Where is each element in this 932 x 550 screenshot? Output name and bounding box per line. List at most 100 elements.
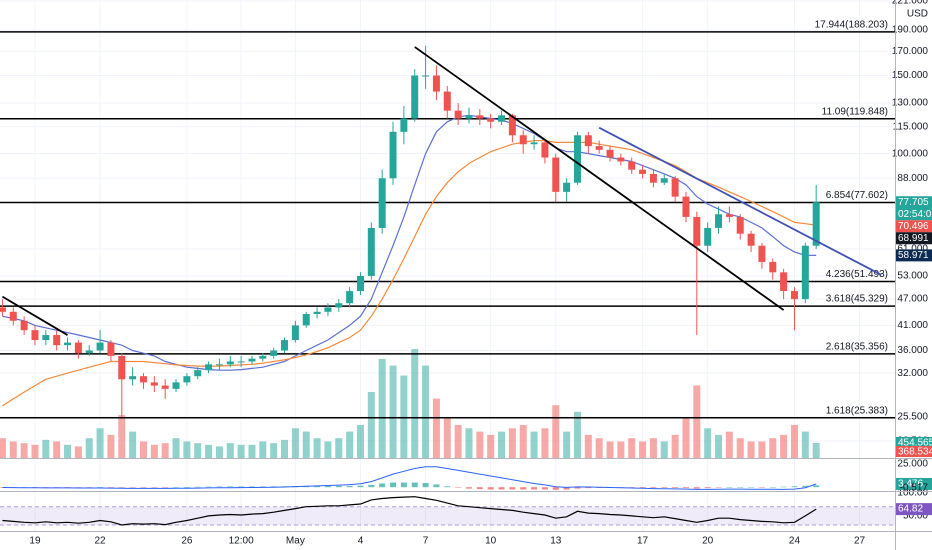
candle-body bbox=[639, 169, 647, 174]
y-tick-label: 47.000 bbox=[897, 294, 928, 305]
macd-tick-label: 25.000 bbox=[897, 459, 928, 470]
fib-label: 1.618(25.383) bbox=[826, 405, 888, 416]
y-tick-label: 190.000 bbox=[892, 25, 929, 36]
macd-histogram bbox=[97, 487, 104, 488]
moving-average bbox=[2, 114, 817, 371]
x-tick-label: 17 bbox=[637, 536, 649, 547]
rsi-line bbox=[2, 496, 817, 526]
volume-bar bbox=[215, 446, 223, 458]
tag-label: 454.565K bbox=[898, 438, 932, 449]
price-tag: 64.82 bbox=[896, 503, 932, 516]
tag-label: 3.476 bbox=[898, 479, 923, 490]
volume-bar bbox=[356, 425, 364, 458]
x-tick-label: 22 bbox=[95, 536, 107, 547]
volume-bar bbox=[584, 434, 592, 458]
candle-body bbox=[194, 370, 202, 377]
candle-body bbox=[139, 376, 147, 383]
volume-bar bbox=[465, 428, 473, 458]
candle-body bbox=[584, 135, 592, 147]
volume-bar bbox=[194, 443, 202, 458]
volume-bar bbox=[324, 441, 332, 458]
volume-bar bbox=[172, 438, 180, 458]
candle-body bbox=[465, 115, 473, 119]
macd-histogram bbox=[715, 487, 722, 488]
rsi-tick-label: 50.00 bbox=[903, 511, 928, 522]
volume-bar bbox=[0, 438, 6, 458]
volume-bar bbox=[758, 441, 766, 458]
rsi-tick-label: 100.00 bbox=[897, 488, 928, 499]
price-tag: 70.496 bbox=[896, 220, 932, 233]
trendline bbox=[414, 46, 785, 311]
candle-body bbox=[769, 261, 777, 273]
tag-box bbox=[896, 220, 932, 233]
macd-histogram bbox=[813, 485, 820, 488]
trendline bbox=[1, 295, 68, 336]
macd-histogram bbox=[118, 487, 125, 488]
macd-histogram bbox=[693, 487, 700, 489]
trend bbox=[1, 46, 882, 336]
volume-bar bbox=[519, 425, 527, 458]
y-tick-label: 130.000 bbox=[892, 98, 929, 109]
macd-histogram bbox=[780, 486, 787, 488]
fib: 17.944(188.203) 11.09(119.848) 6.854(77.60… bbox=[0, 19, 895, 419]
y-tick-label: 32.000 bbox=[897, 368, 928, 379]
price-tag: 3.476 bbox=[896, 477, 932, 490]
tag-label: 77.705 bbox=[898, 197, 929, 208]
candle-body bbox=[541, 142, 549, 158]
volume-bar bbox=[606, 441, 614, 458]
candle-body bbox=[595, 146, 603, 150]
candle-body bbox=[758, 245, 766, 262]
price-tag: 68.991 bbox=[896, 232, 932, 245]
candle-body bbox=[693, 216, 701, 246]
x-tick-label: 26 bbox=[181, 536, 193, 547]
volume-bar bbox=[20, 443, 28, 458]
candle-body bbox=[183, 376, 191, 383]
candle-body bbox=[389, 131, 397, 179]
moving-average bbox=[2, 140, 817, 407]
volume-bar bbox=[367, 392, 375, 458]
volume-bar bbox=[530, 431, 538, 458]
macd-histogram bbox=[205, 486, 212, 488]
ma bbox=[2, 114, 817, 407]
volume-bar bbox=[628, 438, 636, 458]
volume-bar bbox=[259, 441, 267, 458]
macd-histogram bbox=[650, 487, 657, 488]
candle-body bbox=[628, 161, 636, 170]
volume-bar bbox=[563, 431, 571, 458]
candle-body bbox=[281, 340, 289, 351]
volume-bar bbox=[769, 438, 777, 458]
candle-body bbox=[454, 110, 462, 119]
volume-bar bbox=[31, 444, 39, 458]
candle-body bbox=[367, 227, 375, 276]
macd-histogram bbox=[173, 487, 180, 488]
macd-histogram bbox=[476, 487, 483, 490]
candle-body bbox=[53, 335, 61, 346]
macd-histogram bbox=[433, 484, 440, 488]
volume-bar bbox=[53, 441, 61, 458]
fib-label: 2.618(35.356) bbox=[826, 342, 888, 353]
tag-box bbox=[896, 477, 932, 490]
macd-histogram bbox=[509, 487, 516, 490]
macd-histogram bbox=[748, 487, 755, 488]
volume-bar bbox=[96, 428, 104, 458]
y-tick-label: 61.000 bbox=[897, 244, 928, 255]
candle-body bbox=[270, 350, 278, 356]
candle-body bbox=[573, 135, 581, 183]
macd-histogram bbox=[531, 487, 538, 490]
candle-body bbox=[682, 196, 690, 217]
candle-body bbox=[443, 91, 451, 111]
volume-bar bbox=[443, 418, 451, 458]
fib-label: 17.944(188.203) bbox=[815, 19, 888, 30]
macd-histogram bbox=[75, 487, 82, 488]
candle-body bbox=[226, 361, 234, 365]
macd-histogram bbox=[368, 484, 375, 488]
volume-bar bbox=[248, 444, 256, 458]
macd-histogram bbox=[737, 487, 744, 488]
candle-body bbox=[432, 75, 440, 92]
tag-label: 70.496 bbox=[898, 221, 929, 232]
volume-bar bbox=[736, 438, 744, 458]
candle-body bbox=[801, 245, 809, 300]
